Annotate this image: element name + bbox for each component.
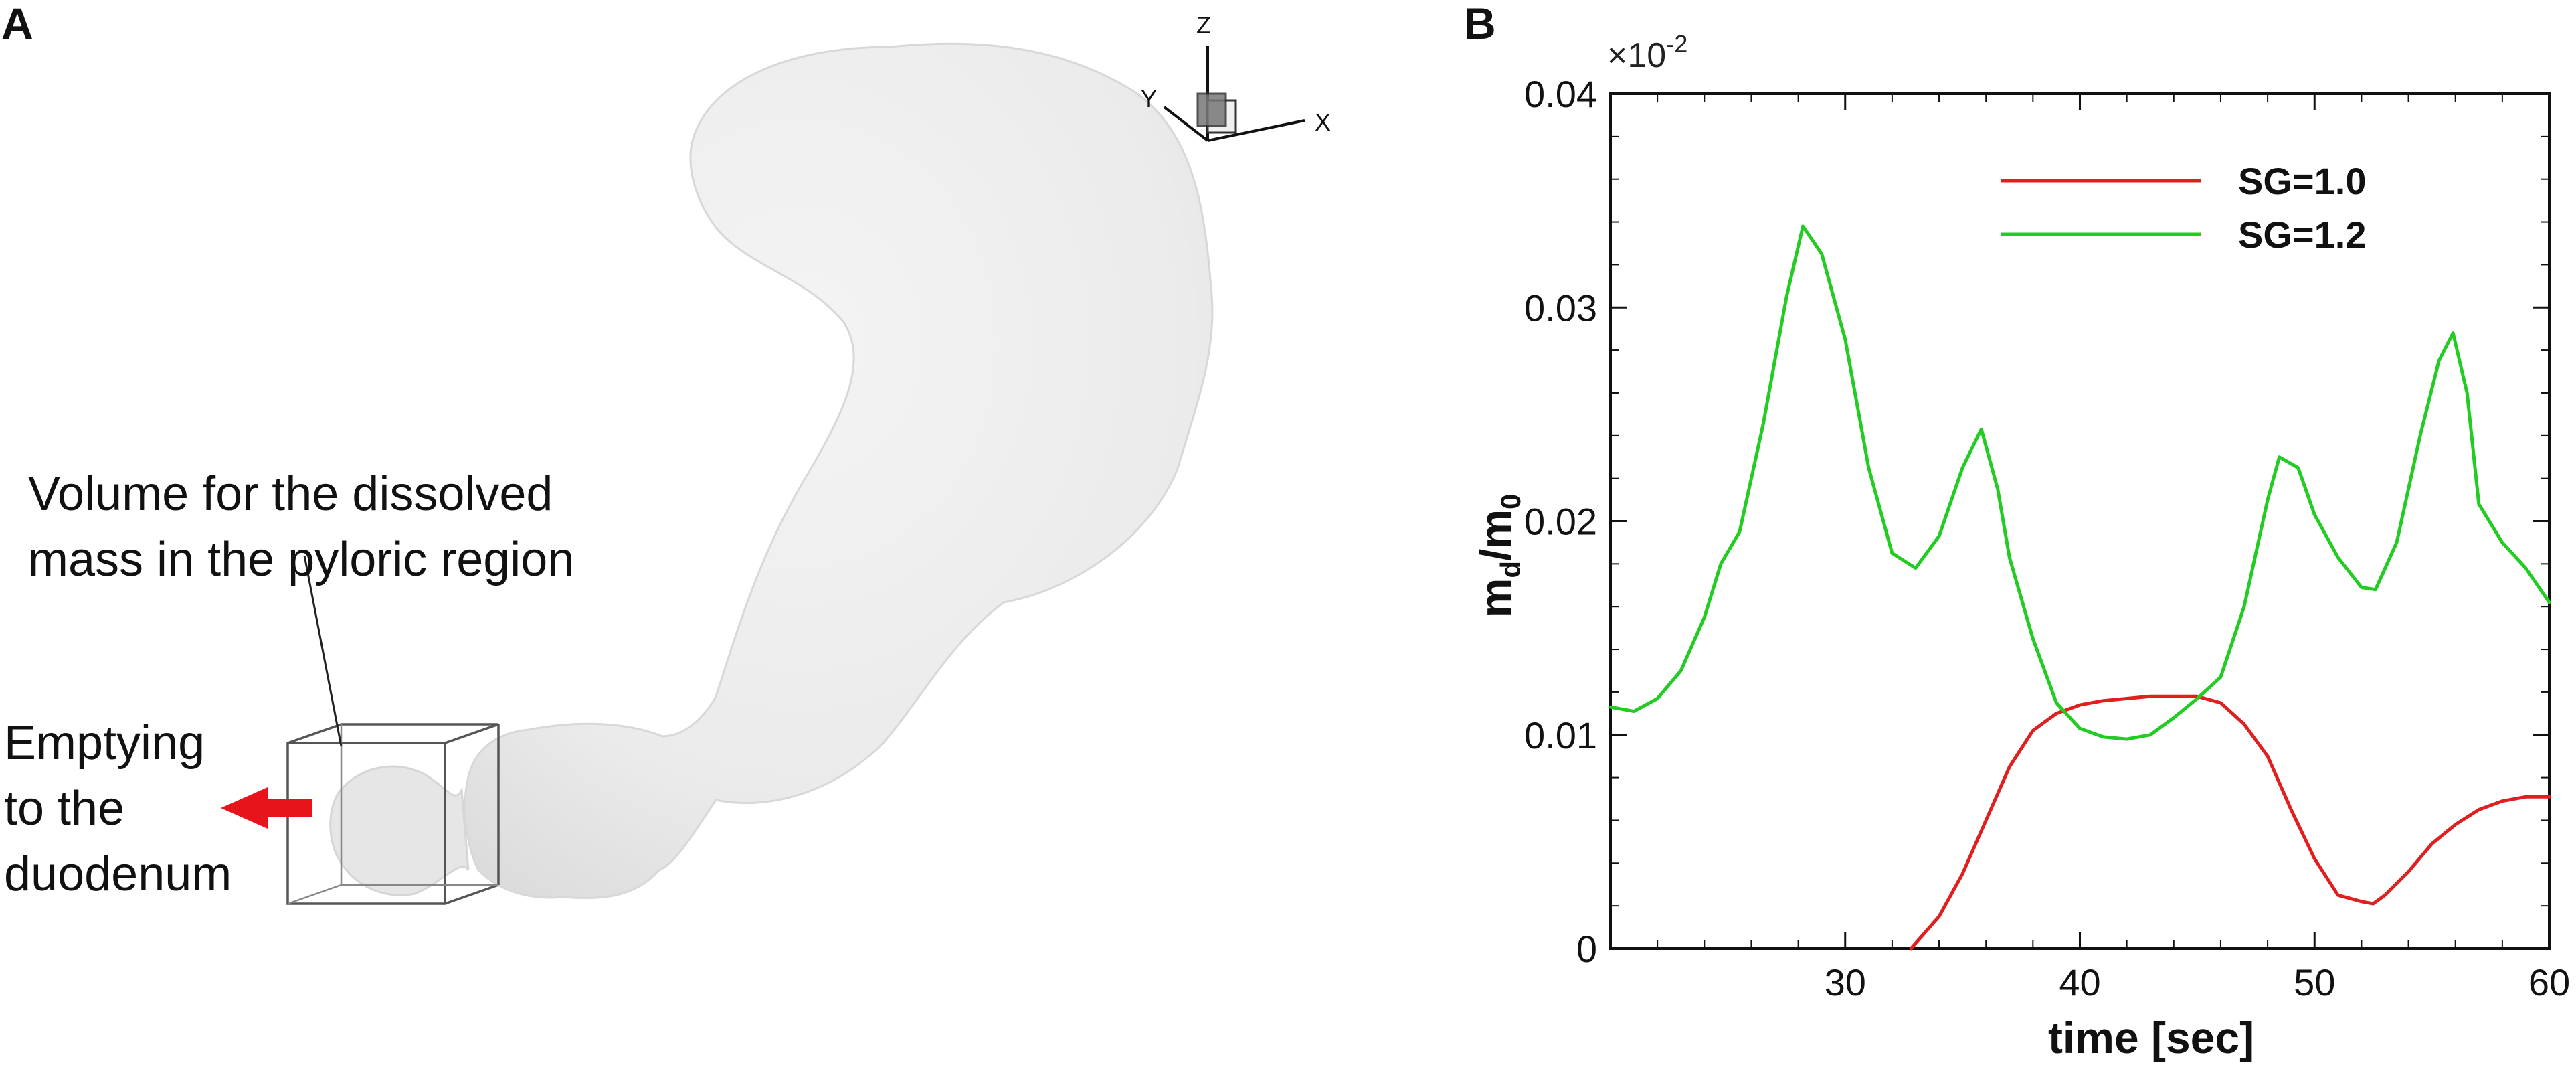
y-tick-label: 0.03 (1524, 286, 1597, 329)
plot-border (1609, 92, 2551, 950)
y-tick-label: 0.02 (1524, 501, 1597, 543)
scale-factor: ×10-2 (1607, 30, 1687, 75)
series-line-1 (1909, 694, 2551, 951)
panel-a-label: A (1, 0, 33, 48)
pyloric-volume-box (286, 723, 500, 905)
annotation-leader-line (303, 555, 343, 747)
x-tick-label: 40 (2059, 961, 2100, 1003)
pyloric-region-shape (329, 765, 470, 896)
legend: SG=1.0 SG=1.2 (2001, 160, 2366, 256)
legend-label: SG=1.0 (2238, 160, 2366, 202)
x-axis-ticks: 30 40 50 60 (1610, 94, 2570, 1003)
axis-y-label: Y (1141, 85, 1157, 112)
x-tick-label: 50 (2294, 961, 2335, 1003)
series-layer (1608, 224, 2551, 951)
y-tick-label: 0.01 (1524, 714, 1597, 756)
y-tick-label: 0.04 (1524, 73, 1597, 115)
plot-frame (1609, 92, 2551, 950)
x-tick-label: 60 (2528, 961, 2570, 1003)
axis-z-label: Z (1196, 11, 1211, 39)
annotation-emptying-line-3: duodenum (4, 847, 232, 901)
scale-factor-base: ×10 (1607, 36, 1666, 75)
annotation-volume-line-1: Volume for the dissolved (28, 467, 553, 521)
annotation-emptying-line-1: Emptying (4, 716, 205, 770)
y-tick-label: 0 (1576, 928, 1597, 970)
panel-b-label: B (1464, 0, 1496, 48)
scale-factor-exponent: -2 (1666, 30, 1687, 58)
y-axis-ticks: 0 0.01 0.02 0.03 0.04 (1524, 73, 2549, 970)
axis-x-label: X (1315, 108, 1331, 136)
legend-label: SG=1.2 (2238, 214, 2366, 256)
series-line-2 (1608, 224, 2551, 741)
x-axis-label: time [sec] (2048, 1013, 2254, 1062)
annotation-emptying-line-2: to the (4, 782, 124, 835)
stomach-shape (464, 42, 1214, 900)
x-tick-label: 30 (1825, 961, 1866, 1003)
emptying-arrow (221, 787, 312, 829)
y-axis-label: md/m0 (1471, 494, 1526, 618)
axis-triad: Z Y X (1141, 11, 1331, 142)
panel-a: Z Y X A Volume for the dissolved mass in… (1, 0, 1331, 905)
annotation-volume-line-2: mass in the pyloric region (28, 533, 574, 586)
panel-b: B ×10-2 md/m0 time [sec] 0 0.01 0.02 0.03 0.… (1464, 0, 2570, 1062)
